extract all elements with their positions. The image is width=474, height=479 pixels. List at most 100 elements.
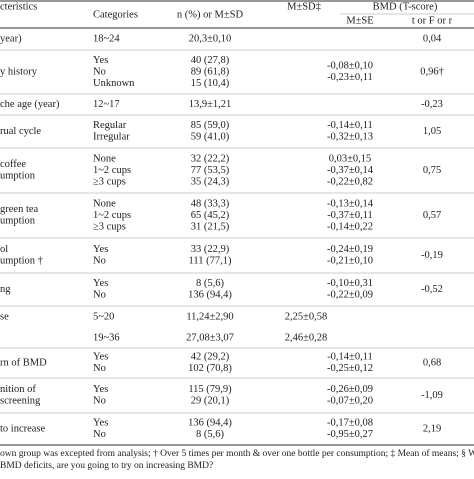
characteristic-cell: se xyxy=(0,311,9,322)
categories-cell: 1~2 cups xyxy=(93,165,131,176)
categories-cell: ≥3 cups xyxy=(93,176,126,187)
categories-cell: Yes xyxy=(93,352,108,363)
characteristic-cell: umption xyxy=(0,171,36,182)
stat-cell: 1,05 xyxy=(423,126,441,137)
categories-cell: Yes xyxy=(93,384,108,395)
n-cell: 15 (10,4) xyxy=(191,78,230,89)
mse-cell: -0,14±0,22 xyxy=(327,221,373,232)
n-cell: 77 (53,5) xyxy=(191,165,230,176)
header-cell: cteristics xyxy=(0,1,37,12)
categories-cell: Yes xyxy=(93,418,108,429)
stat-cell: 0,68 xyxy=(423,357,441,368)
n-cell: 65 (45,2) xyxy=(191,210,230,221)
characteristic-cell: green tea xyxy=(0,204,39,215)
header-cell: n (%) or M±SD xyxy=(177,9,244,20)
mse-cell: -0,23±0,11 xyxy=(327,72,373,83)
categories-cell: No xyxy=(93,429,106,440)
header-cell: M±SD‡ xyxy=(287,1,321,12)
n-cell: 32 (22,2) xyxy=(191,153,230,164)
categories-cell: 19~36 xyxy=(93,332,120,343)
stat-cell: -1,09 xyxy=(421,390,443,401)
stat-cell: 2,19 xyxy=(423,423,441,434)
footnote: BMD deficits, are you going to try on in… xyxy=(0,460,213,471)
mse-cell: -0,37±0,11 xyxy=(327,210,373,221)
categories-cell: 5~20 xyxy=(93,311,114,322)
mse-cell: -0,22±0,82 xyxy=(327,176,373,187)
n-cell: 59 (41,0) xyxy=(191,132,230,143)
mse-cell: -0,08±0,10 xyxy=(327,61,373,72)
stat-cell: -0,52 xyxy=(421,284,443,295)
characteristic-cell: nition of xyxy=(0,384,36,395)
mse-cell: -0,37±0,14 xyxy=(327,165,374,176)
n-cell: 8 (5,6) xyxy=(196,278,224,289)
characteristic-cell: to increase xyxy=(0,423,46,434)
mse-cell: -0,10±0,31 xyxy=(327,278,373,289)
stat-cell: 0,04 xyxy=(423,33,442,44)
categories-cell: 1~2 cups xyxy=(93,210,131,221)
n-cell: 42 (29,2) xyxy=(191,352,230,363)
n-cell: 115 (79,9) xyxy=(188,384,232,395)
mse-cell: -0,21±0,10 xyxy=(327,256,373,267)
mse-cell: 0,03±0,15 xyxy=(329,153,372,164)
n-cell: 33 (22,9) xyxy=(191,244,230,255)
n-cell: 40 (27,8) xyxy=(191,55,230,66)
categories-cell: Unknown xyxy=(93,78,135,89)
n-cell: 85 (59,0) xyxy=(191,120,230,131)
characteristic-cell: umption xyxy=(0,216,36,227)
n-cell: 27,08±3,07 xyxy=(186,332,234,343)
footnote: own group was excepted from analysis; † … xyxy=(0,448,474,459)
categories-cell: No xyxy=(93,66,106,77)
stat-cell: 0,75 xyxy=(423,165,441,176)
categories-cell: No xyxy=(93,363,106,374)
mse-cell: -0,22±0,09 xyxy=(327,290,373,301)
n-cell: 35 (24,3) xyxy=(191,176,230,187)
characteristic-cell: che age (year) xyxy=(0,99,60,110)
characteristic-cell: year) xyxy=(0,33,22,44)
characteristic-cell: rual cycle xyxy=(0,126,41,137)
n-cell: 11,24±2,90 xyxy=(186,311,233,322)
characteristic-cell: umption † xyxy=(0,256,43,267)
mse-cell: -0,24±0,19 xyxy=(327,244,373,255)
stat-cell: 0,96† xyxy=(420,66,444,77)
characteristic-cell: screening xyxy=(0,396,41,407)
characteristic-cell: coffee xyxy=(0,159,26,170)
mse-cell: -0,14±0,11 xyxy=(327,352,373,363)
n-cell: 29 (20,1) xyxy=(191,396,230,407)
categories-cell: None xyxy=(93,198,116,209)
categories-cell: Yes xyxy=(93,278,108,289)
stat-cell: -0,19 xyxy=(421,250,443,261)
header-cell: t or F or r xyxy=(412,15,453,26)
categories-cell: Yes xyxy=(93,244,108,255)
mse-cell: -0,25±0,12 xyxy=(327,363,373,374)
mse-cell: -0,13±0,14 xyxy=(327,198,374,209)
msd-cell: 2,46±0,28 xyxy=(285,332,328,343)
characteristic-cell: y history xyxy=(0,66,38,77)
n-cell: 136 (94,4) xyxy=(188,418,232,429)
categories-cell: None xyxy=(93,153,116,164)
categories-cell: Regular xyxy=(93,120,127,131)
mse-cell: -0,95±0,27 xyxy=(327,429,373,440)
categories-cell: No xyxy=(93,396,106,407)
n-cell: 20,3±0,10 xyxy=(189,33,232,44)
n-cell: 136 (94,4) xyxy=(188,290,232,301)
header-cell: Categories xyxy=(93,9,138,20)
n-cell: 31 (21,5) xyxy=(191,221,230,232)
categories-cell: Irregular xyxy=(93,132,130,143)
stat-cell: 0,57 xyxy=(423,210,441,221)
mse-cell: -0,32±0,13 xyxy=(327,132,373,143)
n-cell: 48 (33,3) xyxy=(191,198,230,209)
categories-cell: 12~17 xyxy=(93,99,120,110)
mse-cell: -0,26±0,09 xyxy=(327,384,373,395)
n-cell: 102 (70,8) xyxy=(188,363,232,374)
msd-cell: 2,25±0,58 xyxy=(285,311,328,322)
categories-cell: No xyxy=(93,256,106,267)
n-cell: 8 (5,6) xyxy=(196,429,224,440)
mse-cell: -0,17±0,08 xyxy=(327,418,373,429)
categories-cell: 18~24 xyxy=(93,33,120,44)
characteristic-cell: rn of BMD xyxy=(0,357,47,368)
characteristic-cell: ol xyxy=(0,244,8,255)
categories-cell: Yes xyxy=(93,55,108,66)
stat-cell: -0,23 xyxy=(421,99,443,110)
categories-cell: ≥3 cups xyxy=(93,221,126,232)
